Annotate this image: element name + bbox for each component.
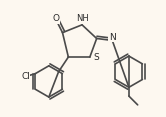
Text: S: S — [94, 53, 100, 62]
Text: N: N — [109, 33, 116, 42]
Text: Cl: Cl — [21, 72, 30, 81]
Text: NH: NH — [76, 15, 88, 24]
Text: O: O — [52, 15, 59, 24]
